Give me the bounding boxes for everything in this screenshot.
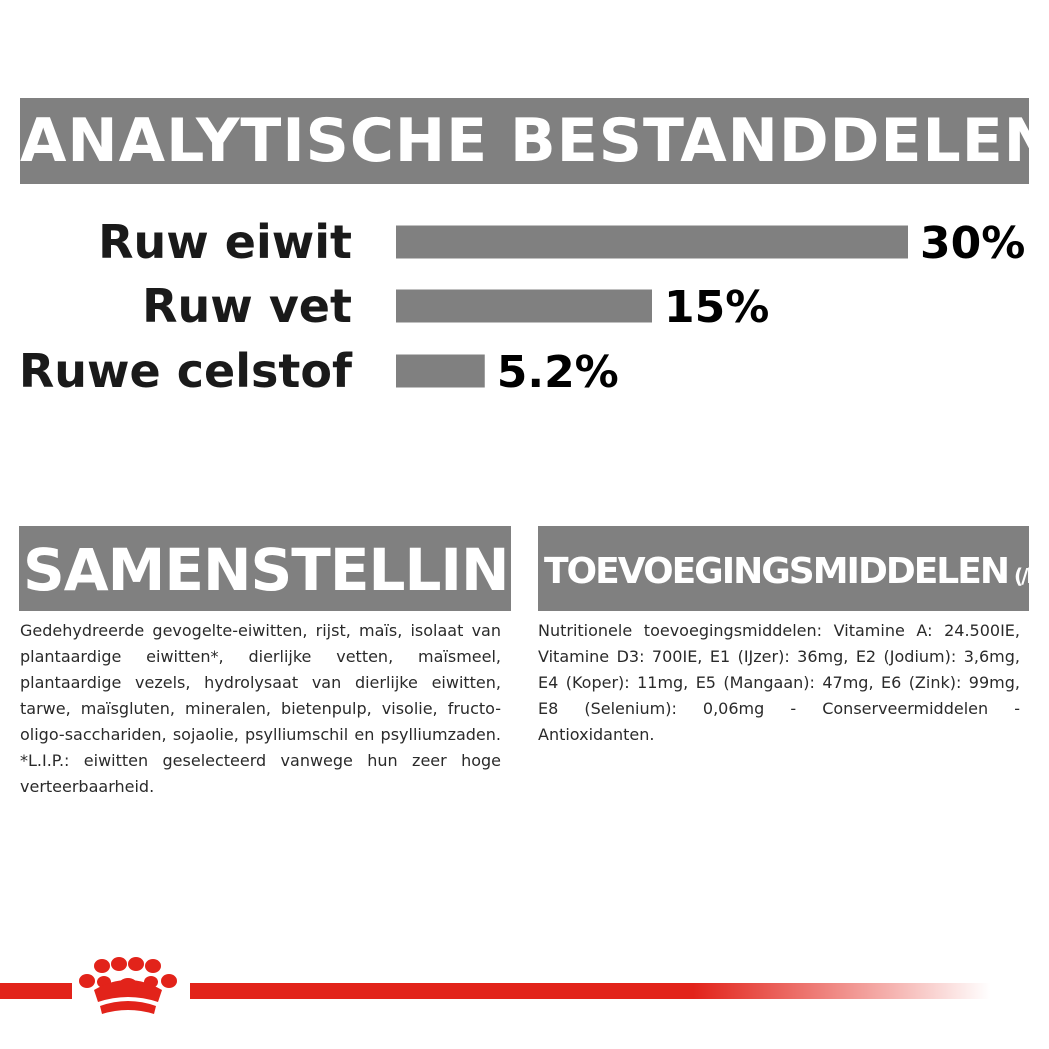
category-label: Ruwe celstof: [19, 344, 353, 398]
toevoegingsmiddelen-heading: TOEVOEGINGSMIDDELEN: [544, 551, 1010, 592]
footer-red-line: [0, 983, 990, 999]
samenstelling-heading: SAMENSTELLING: [19, 526, 511, 611]
toevoegingsmiddelen-text: Nutritionele toevoegingsmiddelen: Vitami…: [538, 621, 1020, 744]
samenstelling-text: Gedehydreerde gevogelte-eiwitten, rijst,…: [20, 621, 501, 796]
analytic-bar-chart: Ruw eiwit 30% Ruw vet 15% Ruwe celstof 5.2%: [19, 215, 1025, 398]
toevoegingsmiddelen-unit: (/kg): [1013, 564, 1029, 588]
value-label: 5.2%: [497, 347, 619, 398]
category-label: Ruw eiwit: [98, 215, 352, 269]
value-label: 30%: [920, 218, 1025, 269]
bar: [396, 225, 908, 259]
bar: [396, 354, 485, 388]
category-label: Ruw vet: [142, 279, 352, 333]
analytic-heading: ANALYTISCHE BESTANDDELEN: [20, 98, 1029, 184]
royal-canin-crown-icon: [72, 956, 190, 1020]
toevoegingsmiddelen-heading-box: TOEVOEGINGSMIDDELEN(/kg): [538, 526, 1029, 611]
value-label: 15%: [664, 282, 769, 333]
bar: [396, 289, 652, 323]
